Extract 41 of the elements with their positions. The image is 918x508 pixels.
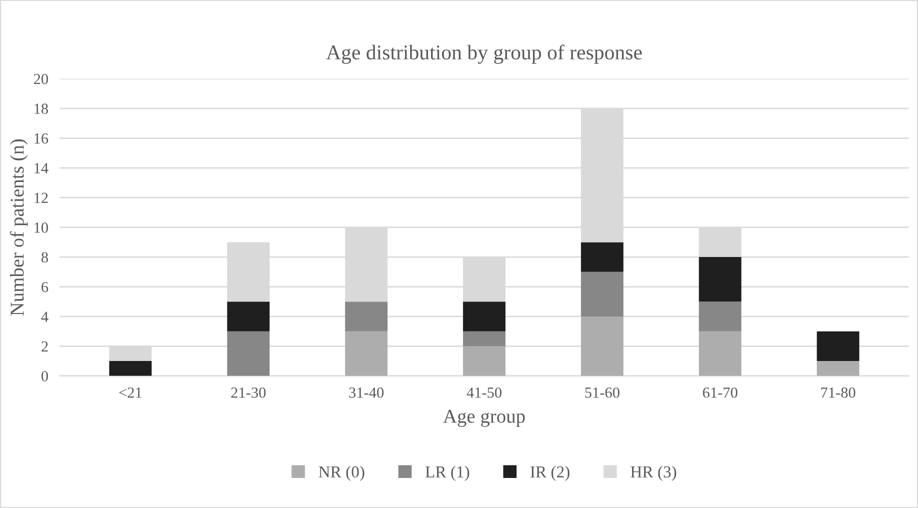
y-tick-label: 6	[42, 282, 48, 292]
x-tick-label: 41-50	[466, 387, 502, 398]
bar	[227, 302, 270, 332]
y-tick-label: 2	[42, 341, 48, 352]
bar	[580, 316, 624, 376]
x-axis-title: Age group	[443, 410, 525, 427]
x-tick-label: 61-70	[702, 387, 738, 398]
bar	[698, 302, 742, 332]
y-tick-label: 10	[34, 222, 48, 233]
bar	[463, 302, 506, 332]
legend-label: LR (1)	[425, 466, 470, 481]
y-tick-label: 8	[42, 252, 48, 262]
y-tick-label: 18	[34, 104, 48, 114]
bar	[345, 331, 388, 376]
bar	[580, 272, 624, 316]
y-tick-label: 4	[41, 312, 48, 322]
bar	[698, 257, 742, 302]
x-tick-label: <21	[119, 388, 142, 398]
legend-label: NR (0)	[318, 466, 364, 481]
x-tick-label: 71-80	[821, 387, 856, 398]
x-tick-label: 51-60	[585, 387, 620, 398]
bar	[227, 331, 270, 376]
chart-title: Age distribution by group of response	[326, 44, 642, 64]
y-axis-title: Number of patients (n)	[10, 139, 28, 316]
bar	[463, 346, 506, 376]
bar	[463, 331, 506, 346]
x-tick-label: 31-40	[349, 387, 384, 398]
bar	[345, 302, 388, 332]
y-tick-label: 12	[34, 192, 48, 203]
legend-label: IR (2)	[530, 466, 570, 481]
y-tick-label: 14	[34, 163, 48, 174]
x-tick-label: 21-30	[231, 387, 266, 398]
bar	[816, 331, 860, 362]
bar	[580, 242, 624, 272]
y-tick-label: 16	[34, 133, 48, 144]
legend-label: HR (3)	[630, 466, 676, 481]
bar	[816, 361, 860, 376]
y-tick-label: 20	[34, 74, 48, 84]
bar	[698, 331, 742, 376]
bar	[109, 361, 152, 376]
y-tick-label: 0	[42, 371, 48, 382]
